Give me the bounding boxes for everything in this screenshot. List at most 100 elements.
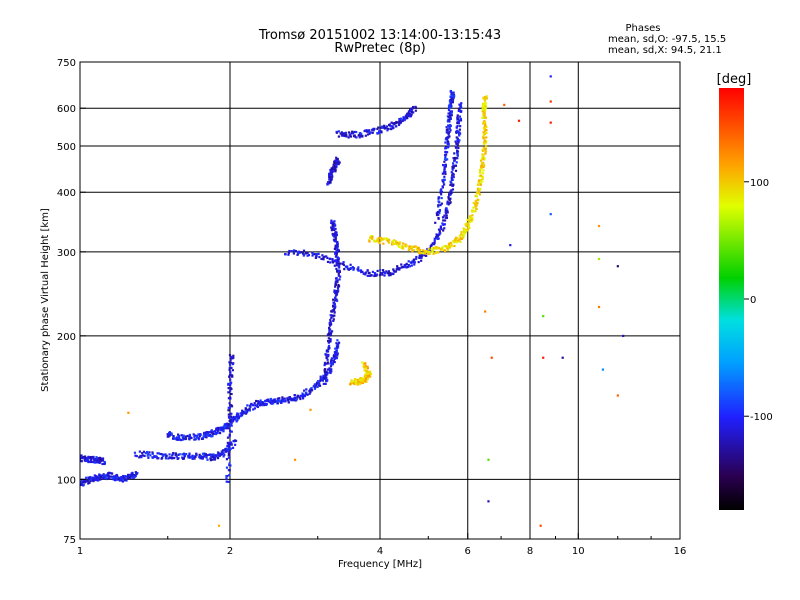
data-point bbox=[483, 120, 486, 123]
data-point bbox=[92, 455, 95, 459]
data-point bbox=[472, 201, 475, 205]
data-point bbox=[100, 474, 103, 477]
data-point bbox=[232, 418, 235, 421]
data-point bbox=[335, 160, 339, 163]
data-point bbox=[361, 379, 364, 382]
data-point bbox=[336, 299, 339, 302]
data-point bbox=[417, 246, 420, 249]
data-point bbox=[332, 308, 336, 311]
data-point bbox=[369, 373, 373, 376]
data-point bbox=[203, 454, 206, 457]
data-point bbox=[371, 235, 374, 239]
data-point bbox=[441, 216, 445, 219]
data-point bbox=[196, 434, 199, 438]
data-point bbox=[259, 399, 262, 402]
data-point bbox=[446, 138, 449, 141]
data-point bbox=[349, 263, 352, 266]
data-point bbox=[475, 204, 478, 207]
data-point bbox=[415, 257, 418, 260]
data-point bbox=[293, 394, 296, 397]
data-point bbox=[222, 455, 225, 458]
data-point bbox=[457, 107, 461, 110]
data-point bbox=[80, 481, 82, 484]
data-point bbox=[233, 417, 236, 421]
data-point bbox=[377, 240, 380, 243]
data-point bbox=[425, 251, 428, 255]
data-point bbox=[329, 314, 332, 317]
data-point bbox=[449, 241, 452, 245]
data-point bbox=[483, 122, 487, 125]
data-point bbox=[338, 278, 341, 281]
data-point bbox=[205, 456, 208, 459]
data-point bbox=[80, 460, 83, 463]
data-point bbox=[333, 228, 336, 232]
data-point bbox=[222, 452, 225, 455]
data-point bbox=[266, 398, 270, 401]
data-point bbox=[287, 400, 290, 403]
data-point bbox=[303, 394, 306, 397]
data-point bbox=[329, 333, 332, 336]
data-point bbox=[542, 315, 545, 318]
data-point bbox=[481, 157, 485, 160]
data-point bbox=[269, 402, 272, 405]
data-point bbox=[331, 309, 334, 312]
data-point bbox=[293, 398, 296, 402]
data-point bbox=[411, 107, 414, 110]
data-point bbox=[147, 456, 150, 459]
data-point bbox=[178, 453, 181, 456]
data-point bbox=[334, 352, 337, 355]
data-point bbox=[323, 363, 326, 367]
data-point bbox=[481, 107, 484, 110]
data-point bbox=[446, 200, 449, 203]
data-point bbox=[447, 105, 451, 108]
data-point bbox=[332, 163, 335, 166]
data-point bbox=[370, 131, 373, 134]
data-point bbox=[325, 371, 328, 374]
data-point bbox=[216, 428, 220, 431]
data-point bbox=[444, 245, 448, 248]
data-point bbox=[454, 238, 457, 241]
data-point bbox=[224, 427, 227, 430]
data-point bbox=[442, 178, 446, 181]
data-point bbox=[440, 196, 443, 200]
data-point bbox=[391, 125, 394, 128]
data-point bbox=[329, 176, 332, 179]
data-point bbox=[265, 403, 268, 406]
data-point bbox=[334, 285, 337, 288]
data-point bbox=[151, 452, 154, 455]
data-point bbox=[214, 454, 217, 457]
data-point bbox=[162, 453, 165, 456]
data-point bbox=[229, 422, 233, 425]
data-point bbox=[177, 436, 180, 439]
data-point bbox=[454, 157, 457, 160]
data-point bbox=[347, 136, 350, 139]
data-point bbox=[616, 394, 619, 397]
data-point bbox=[333, 303, 336, 306]
data-point bbox=[229, 382, 232, 385]
data-point bbox=[448, 199, 451, 202]
data-point bbox=[301, 392, 304, 395]
data-point bbox=[428, 249, 431, 252]
data-point bbox=[227, 391, 230, 394]
data-point bbox=[478, 171, 482, 174]
data-point bbox=[446, 202, 449, 205]
data-point bbox=[334, 355, 337, 358]
data-point bbox=[359, 269, 363, 272]
data-point bbox=[389, 124, 392, 127]
data-point bbox=[248, 407, 251, 410]
data-point bbox=[343, 134, 346, 138]
data-point bbox=[447, 118, 450, 121]
data-point bbox=[385, 125, 389, 128]
data-point bbox=[194, 455, 197, 458]
data-point bbox=[383, 237, 386, 240]
data-point bbox=[334, 170, 337, 173]
data-point bbox=[230, 424, 233, 427]
data-point bbox=[335, 357, 338, 360]
data-point bbox=[182, 457, 185, 460]
data-point bbox=[86, 479, 89, 483]
data-point bbox=[172, 451, 175, 455]
data-point bbox=[386, 127, 390, 131]
phases-heading: Phases bbox=[625, 23, 660, 34]
data-point bbox=[136, 471, 139, 475]
data-point bbox=[470, 220, 473, 223]
